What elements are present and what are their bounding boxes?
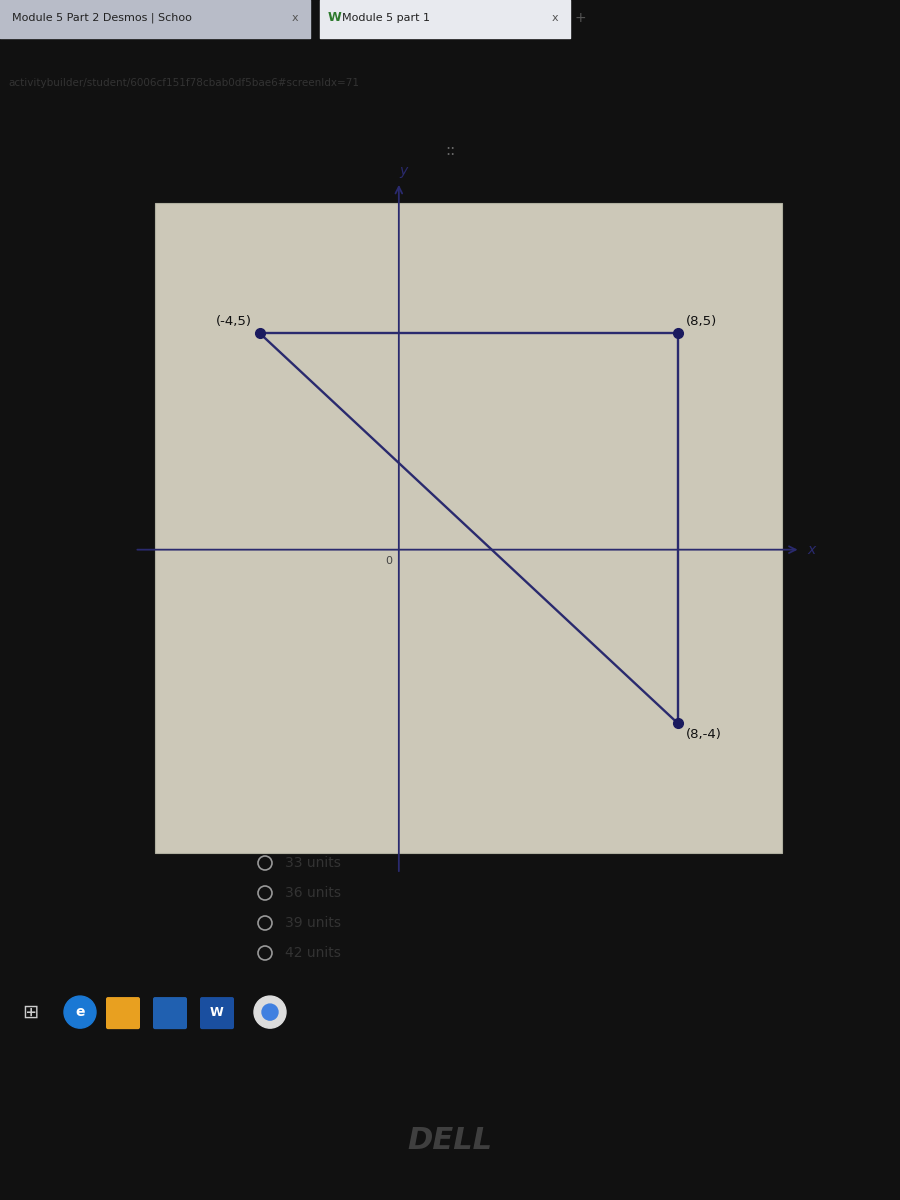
- Text: W: W: [210, 1006, 224, 1019]
- Text: 42 units: 42 units: [285, 946, 341, 960]
- FancyBboxPatch shape: [200, 997, 234, 1030]
- Text: DELL: DELL: [408, 1126, 492, 1154]
- Text: +: +: [574, 11, 586, 25]
- FancyBboxPatch shape: [153, 997, 187, 1030]
- Text: W: W: [328, 11, 342, 24]
- Circle shape: [262, 1004, 278, 1020]
- Text: 33 units: 33 units: [285, 856, 341, 870]
- Text: (8,-4): (8,-4): [686, 728, 722, 740]
- Text: Module 5 Part 2 Desmos | Schoo: Module 5 Part 2 Desmos | Schoo: [12, 13, 192, 23]
- Text: x: x: [807, 542, 815, 557]
- Circle shape: [254, 996, 286, 1028]
- Polygon shape: [155, 203, 782, 853]
- Text: 0: 0: [385, 556, 392, 565]
- Text: e: e: [76, 1006, 85, 1019]
- Text: y: y: [400, 164, 408, 178]
- Text: x: x: [552, 13, 558, 23]
- Circle shape: [64, 996, 96, 1028]
- Text: x: x: [292, 13, 298, 23]
- Text: What is the perimeter of this triangle?: What is the perimeter of this triangle?: [160, 168, 545, 187]
- Text: 39 units: 39 units: [285, 916, 341, 930]
- Text: (8,5): (8,5): [686, 314, 716, 328]
- Text: ::: ::: [445, 143, 455, 158]
- Text: 36 units: 36 units: [285, 886, 341, 900]
- Text: Module 5 part 1: Module 5 part 1: [342, 13, 430, 23]
- Text: (-4,5): (-4,5): [215, 314, 251, 328]
- FancyBboxPatch shape: [106, 997, 140, 1030]
- Text: ⊞: ⊞: [22, 1003, 38, 1021]
- Text: activitybuilder/student/6006cf151f78cbab0df5bae6#screenldx=71: activitybuilder/student/6006cf151f78cbab…: [8, 78, 359, 88]
